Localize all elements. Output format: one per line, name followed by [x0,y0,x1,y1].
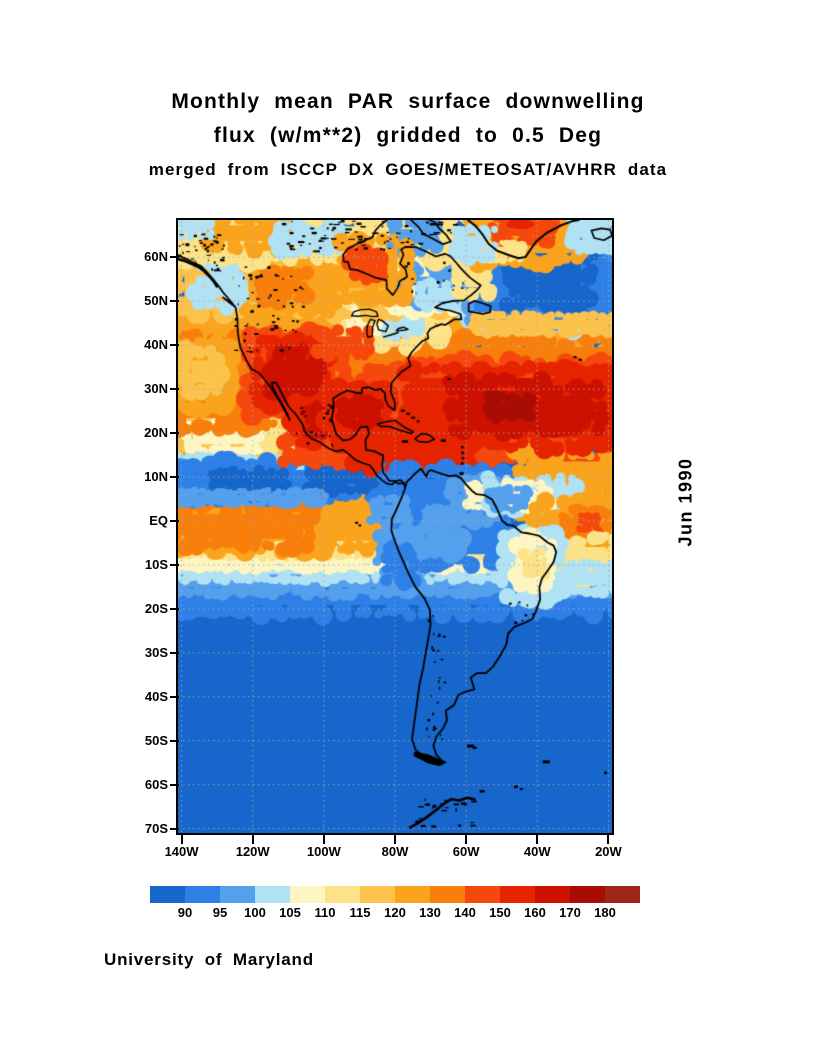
lon-tick-mark [536,835,539,844]
colorbar-segment [430,886,465,903]
colorbar-tick-label: 160 [524,905,546,920]
lon-tick-label: 140W [164,844,199,859]
lon-tick-label: 100W [306,844,341,859]
lat-tick-label: 40N [144,337,168,353]
lon-tick-mark [607,835,610,844]
lat-tick-label: 40S [144,688,168,704]
colorbar-tick-label: 115 [349,905,371,920]
lat-tick-mark [170,520,179,522]
lat-tick-label: 70S [144,820,168,836]
lat-tick-mark [170,607,179,610]
colorbar-segment [185,886,220,903]
colorbar-tick-label: 180 [594,905,616,920]
lat-tick-label: 20S [144,600,168,616]
colorbar-segment [255,886,290,903]
figure-subtitle: merged from ISCCP DX GOES/METEOSAT/AVHRR… [148,160,668,179]
lat-tick-label: 60N [144,249,168,265]
lon-tick-label: 20W [595,844,622,859]
lat-tick-label: 10S [144,556,168,572]
lat-tick-mark [170,651,179,654]
lat-tick-label: 50S [144,732,168,748]
lon-tick-mark [251,835,254,844]
lat-tick-label: EQ [149,513,168,528]
par-flux-map-canvas [178,220,612,833]
lat-tick-label: 20N [144,425,168,441]
lat-tick-label: 30S [144,644,168,660]
colorbar-tick-label: 170 [559,905,581,920]
lat-tick-mark [170,388,179,391]
colorbar-segment [220,886,255,903]
colorbar-tick-label: 120 [384,905,406,920]
lon-tick-mark [465,835,468,844]
colorbar-segment [325,886,360,903]
lon-tick-label: 120W [235,844,270,859]
colorbar-segment [605,886,640,903]
lat-tick-mark [170,256,179,259]
lat-tick-mark [170,476,179,479]
colorbar-tick-label: 90 [177,905,193,920]
lon-tick-mark [180,835,183,844]
lat-tick-mark [170,827,179,830]
colorbar-segment [360,886,395,903]
date-label: Jun 1990 [675,457,696,547]
lon-tick-label: 80W [381,844,409,859]
lat-tick-mark [170,563,179,566]
lon-tick-mark [394,835,396,844]
lat-tick-label: 30N [144,381,168,397]
lat-tick-mark [170,695,179,698]
lat-tick-mark [170,300,179,303]
colorbar-segment [290,886,325,903]
figure-title-line2: flux (w/m**2) gridded to 0.5 Deg [213,124,603,147]
colorbar-tick-label: 100 [244,905,266,920]
colorbar-tick-label: 130 [419,905,441,920]
colorbar-tick-label: 110 [314,905,336,920]
credit-text: University of Maryland [104,950,314,969]
colorbar [150,886,640,903]
colorbar-tick-label: 105 [279,905,301,920]
lat-tick-mark [170,432,179,435]
colorbar-segment [570,886,605,903]
colorbar-segment [395,886,430,903]
colorbar-segment [500,886,535,903]
lat-tick-mark [170,739,179,742]
colorbar-tick-label: 140 [454,905,476,920]
lat-tick-label: 60S [144,776,168,792]
lat-tick-mark [170,344,179,347]
lat-tick-label: 10N [144,469,168,485]
colorbar-segment [535,886,570,903]
lon-tick-mark [322,835,325,844]
map-plot-area [176,218,614,835]
lat-tick-label: 50N [144,293,168,309]
figure-title-line1: Monthly mean PAR surface downwelling [171,90,645,113]
colorbar-segment [465,886,500,903]
colorbar-tick-label: 150 [489,905,511,920]
lat-tick-mark [170,783,179,786]
colorbar-segment [150,886,185,903]
lon-tick-label: 60W [452,844,480,859]
lon-tick-label: 40W [523,844,551,859]
colorbar-tick-label: 95 [212,905,228,920]
